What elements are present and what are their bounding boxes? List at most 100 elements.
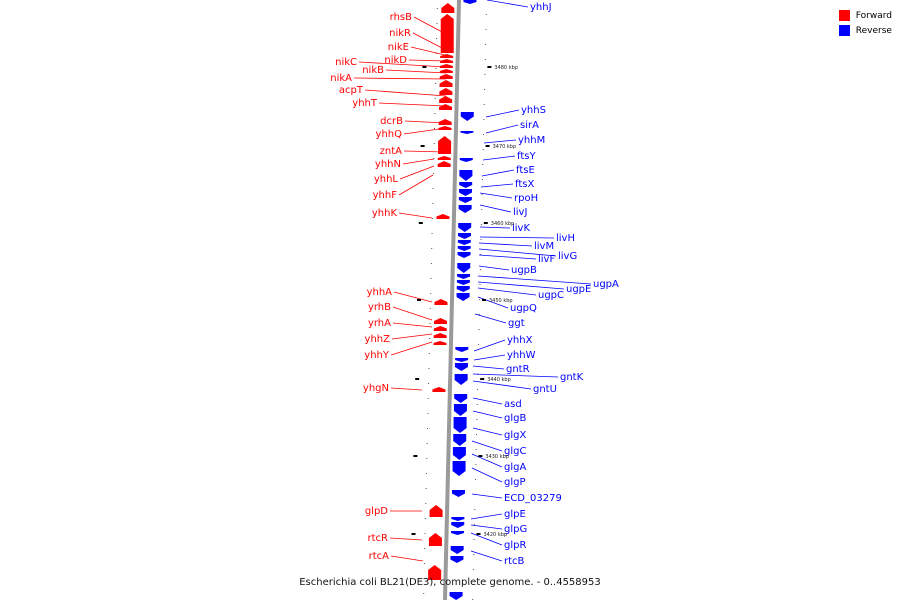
gene-leader-line [474, 313, 507, 324]
legend-reverse: Reverse [838, 23, 892, 38]
gene-leader-line [402, 158, 435, 165]
gene-leader-line [470, 532, 503, 546]
tick-mark [429, 338, 431, 339]
forward-gene-label: dcrB [380, 116, 403, 127]
tick-mark [434, 128, 435, 129]
kbp-ruler: 3480 kbp 3470 kbp 3460 kbp 3450 kbp 3440 kbp… [411, 65, 518, 538]
tick-mark [472, 569, 474, 570]
tick-mark [432, 203, 434, 204]
forward-gene-label: nikE [388, 42, 409, 53]
kbp-label: 3430 kbp [485, 454, 509, 460]
gene-leader-line [398, 174, 434, 196]
reverse-gene-feature [453, 434, 467, 446]
forward-gene-label: acpT [339, 85, 364, 96]
tick-mark [429, 323, 431, 324]
reverse-gene-label: ftsX [515, 179, 534, 190]
reverse-gene-feature [460, 131, 474, 134]
kbp-label: 3450 kbp [489, 298, 513, 304]
tick-mark [473, 554, 475, 555]
legend-forward-label: Forward [855, 10, 892, 21]
tick-mark [434, 113, 436, 114]
reverse-gene-label: gntR [506, 364, 530, 375]
gene-leader-line [472, 373, 559, 378]
forward-swatch [838, 10, 850, 21]
reverse-gene-feature [456, 286, 470, 292]
reverse-gene-feature [450, 546, 464, 554]
tick-mark [433, 143, 435, 144]
reverse-gene-feature [452, 461, 466, 476]
forward-gene-label: rtcA [369, 551, 390, 562]
reverse-gene-feature [451, 490, 465, 497]
reverse-gene-label: gntU [533, 384, 557, 395]
gene-leader-line [472, 397, 503, 405]
gene-leader-line [477, 287, 537, 296]
tick-mark [431, 248, 433, 249]
gene-leader-line [353, 77, 447, 80]
gene-leader-line [486, 0, 529, 8]
gene-leader-line [389, 537, 423, 541]
tick-mark [482, 164, 484, 165]
reverse-gene-feature [460, 112, 474, 121]
tick-mark [476, 419, 478, 420]
gene-leader-line [470, 524, 503, 530]
reverse-gene-label: yhhM [518, 135, 545, 146]
forward-gene-feature [438, 136, 452, 154]
forward-gene-feature [436, 214, 450, 219]
reverse-gene-label: glgX [504, 430, 526, 441]
gene-leader-line [477, 281, 565, 290]
reverse-gene-label: glgA [504, 462, 526, 473]
forward-gene-feature [439, 64, 453, 68]
gene-leader-line [480, 183, 514, 188]
gene-leader-line [378, 102, 447, 107]
reverse-gene-label: livM [534, 241, 554, 252]
reverse-gene-label: glgB [504, 413, 526, 424]
gene-leader-line [471, 467, 503, 483]
kbp-tick [417, 299, 421, 301]
reverse-gene-feature [453, 404, 467, 416]
forward-gene-feature [429, 505, 443, 517]
gene-leader-line [472, 427, 503, 436]
forward-gene-feature [432, 387, 446, 392]
gene-leader-line [479, 236, 555, 239]
gene-leader-line [472, 380, 532, 390]
reverse-gene-label: glpG [504, 524, 527, 535]
reverse-gene-feature [449, 592, 463, 600]
tick-mark [425, 503, 427, 504]
tick-mark [476, 434, 477, 435]
tick-mark [430, 293, 432, 294]
kbp-tick [422, 66, 427, 68]
legend-reverse-label: Reverse [855, 25, 892, 36]
reverse-gene-label: yhhS [521, 105, 546, 116]
tick-mark [426, 443, 428, 444]
tick-mark [485, 44, 487, 45]
reverse-gene-label: ftsY [517, 151, 536, 162]
forward-gene-feature [439, 96, 453, 103]
gene-leader-line [478, 248, 557, 257]
forward-gene-label: rhsB [390, 12, 412, 23]
tick-mark [423, 593, 425, 594]
tick-mark [479, 284, 481, 285]
kbp-tick [480, 378, 485, 380]
forward-gene-label: yrhA [368, 318, 391, 329]
reverse-gene-feature [459, 182, 473, 188]
reverse-gene-feature [457, 233, 471, 239]
tick-mark [473, 539, 475, 540]
forward-gene-feature [439, 80, 453, 87]
forward-gene-feature [439, 69, 453, 73]
forward-gene-feature [434, 318, 448, 324]
tick-mark [424, 548, 426, 549]
tick-mark [431, 218, 433, 219]
kbp-label: 3440 kbp [487, 377, 511, 383]
gene-leader-line [478, 265, 510, 271]
reverse-gene-feature [450, 556, 464, 563]
tick-mark [428, 368, 430, 369]
forward-gene-feature [437, 161, 451, 167]
gene-leader-line [364, 89, 447, 97]
tick-mark [435, 53, 437, 54]
tick-mark [478, 329, 480, 330]
reverse-gene-feature [457, 274, 471, 279]
reverse-gene-feature [453, 417, 467, 433]
gene-leader-line [410, 46, 446, 56]
gene-leader-line [479, 226, 511, 229]
gene-leader-line [477, 296, 509, 309]
